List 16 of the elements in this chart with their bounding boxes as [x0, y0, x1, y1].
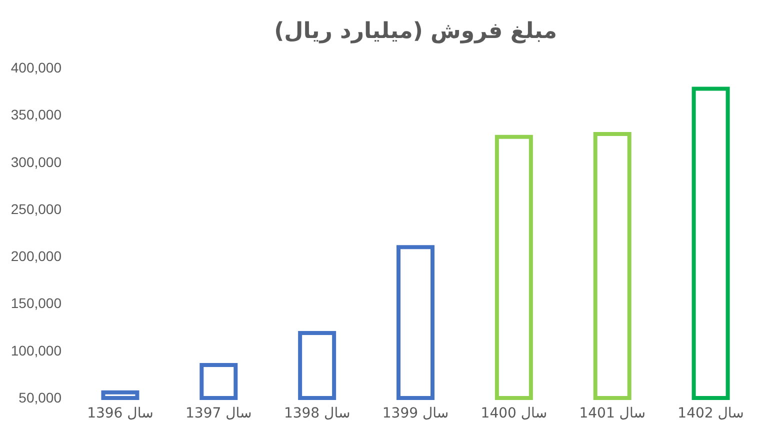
y-tick-label: 50,000: [18, 390, 62, 406]
x-tick-label: سال 1400: [480, 406, 548, 422]
y-tick-label: 100,000: [10, 342, 62, 358]
chart-title: مبلغ فروش (میلیارد ریال): [274, 19, 557, 44]
x-tick-label: سال 1401: [579, 406, 646, 422]
y-tick-label: 300,000: [10, 154, 62, 170]
x-tick-label: سال 1399: [382, 406, 449, 422]
x-tick-label: سال 1398: [284, 406, 350, 422]
x-tick-label: سال 1397: [186, 406, 252, 422]
y-tick-label: 200,000: [10, 248, 62, 264]
x-tick-label: سال 1402: [678, 406, 744, 422]
x-tick-label: سال 1396: [87, 406, 154, 422]
y-tick-label: 350,000: [10, 106, 62, 123]
y-tick-label: 400,000: [10, 60, 62, 76]
y-tick-label: 150,000: [10, 295, 62, 312]
y-tick-label: 250,000: [10, 200, 62, 217]
